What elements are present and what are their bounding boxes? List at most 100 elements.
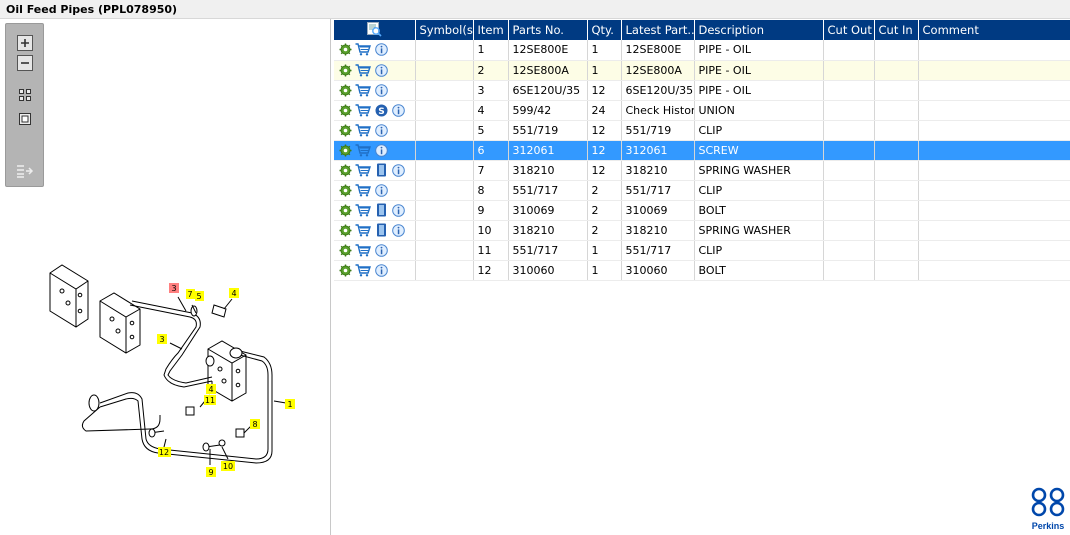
cell-description: BOLT xyxy=(694,200,824,221)
cell-part-no: 599/42 xyxy=(508,100,588,121)
info-icon[interactable] xyxy=(374,143,388,157)
table-row[interactable]: 10 318210 2 318210 SPRING WASHER xyxy=(334,220,1070,241)
cell-comment xyxy=(918,180,1070,201)
gear-icon[interactable] xyxy=(338,263,352,277)
manifold-block-1 xyxy=(49,264,89,328)
cart-icon[interactable] xyxy=(355,223,371,237)
cart-icon[interactable] xyxy=(355,163,371,177)
gear-icon[interactable] xyxy=(338,123,352,137)
header-comment[interactable]: Comment xyxy=(918,20,1070,40)
row-actions xyxy=(334,240,416,261)
gear-icon[interactable] xyxy=(338,203,352,217)
zoom-out-icon[interactable] xyxy=(15,54,35,72)
cell-qty: 12 xyxy=(587,140,622,161)
cart-icon[interactable] xyxy=(355,263,371,277)
cart-icon[interactable] xyxy=(355,43,371,57)
cell-qty: 12 xyxy=(587,80,622,101)
cell-description: CLIP xyxy=(694,240,824,261)
table-row[interactable]: 1 12SE800E 1 12SE800E PIPE - OIL xyxy=(334,40,1070,61)
table-row[interactable]: 11 551/717 1 551/717 CLIP xyxy=(334,240,1070,261)
info-icon[interactable] xyxy=(374,263,388,277)
header-parts-no[interactable]: Parts No. xyxy=(508,20,588,40)
table-row[interactable]: 9 310069 2 310069 BOLT xyxy=(334,200,1070,221)
cell-cut-out xyxy=(823,60,875,81)
info-icon[interactable] xyxy=(391,103,405,117)
header-cut-in[interactable]: Cut In xyxy=(874,20,919,40)
cart-icon[interactable] xyxy=(355,63,371,77)
header-latest-part[interactable]: Latest Part... xyxy=(621,20,695,40)
fit-window-icon[interactable] xyxy=(15,110,35,128)
exploded-diagram[interactable]: 1 3 3 7 5 4 4 11 8 12 9 10 xyxy=(0,19,331,535)
header-qty[interactable]: Qty. xyxy=(587,20,622,40)
cell-latest-part: 312061 xyxy=(621,140,695,161)
cart-icon[interactable] xyxy=(355,243,371,257)
cell-symbols xyxy=(415,60,474,81)
info-icon[interactable] xyxy=(391,203,405,217)
info-icon[interactable] xyxy=(374,123,388,137)
cell-comment xyxy=(918,240,1070,261)
supersession-icon[interactable]: S xyxy=(374,103,388,117)
callout-3-red xyxy=(169,283,179,293)
cart-icon[interactable] xyxy=(355,143,371,157)
gear-icon[interactable] xyxy=(338,103,352,117)
pipe-2 xyxy=(81,406,161,432)
zoom-in-icon[interactable] xyxy=(15,34,35,52)
cell-cut-out xyxy=(823,120,875,141)
header-symbols[interactable]: Symbol(s) xyxy=(415,20,474,40)
cell-part-no: 318210 xyxy=(508,220,588,241)
gear-icon[interactable] xyxy=(338,243,352,257)
header-item[interactable]: Item xyxy=(473,20,509,40)
manual-book-icon[interactable] xyxy=(374,163,388,177)
cart-icon[interactable] xyxy=(355,103,371,117)
cart-icon[interactable] xyxy=(355,183,371,197)
cell-item: 8 xyxy=(473,180,509,201)
row-actions xyxy=(334,200,416,221)
cell-cut-in xyxy=(874,40,919,61)
gear-icon[interactable] xyxy=(338,43,352,57)
fit-all-icon[interactable] xyxy=(15,86,35,104)
table-row[interactable]: 5 551/719 12 551/719 CLIP xyxy=(334,120,1070,141)
cell-latest-part: 551/717 xyxy=(621,180,695,201)
info-icon[interactable] xyxy=(374,183,388,197)
manual-book-icon[interactable] xyxy=(374,203,388,217)
callout-7 xyxy=(186,289,195,299)
info-icon[interactable] xyxy=(374,83,388,97)
table-row[interactable]: 6 312061 12 312061 SCREW xyxy=(334,140,1070,161)
table-row[interactable]: 8 551/717 2 551/717 CLIP xyxy=(334,180,1070,201)
table-row[interactable]: 7 318210 12 318210 SPRING WASHER xyxy=(334,160,1070,181)
header-description[interactable]: Description xyxy=(694,20,824,40)
cart-icon[interactable] xyxy=(355,83,371,97)
gear-icon[interactable] xyxy=(338,83,352,97)
cell-part-no: 310060 xyxy=(508,260,588,281)
info-icon[interactable] xyxy=(374,43,388,57)
cell-cut-in xyxy=(874,220,919,241)
manual-book-icon[interactable] xyxy=(374,223,388,237)
callout-4-top xyxy=(229,288,239,298)
info-icon[interactable] xyxy=(374,243,388,257)
gear-icon[interactable] xyxy=(338,63,352,77)
gear-icon[interactable] xyxy=(338,223,352,237)
gear-icon[interactable] xyxy=(338,183,352,197)
info-icon[interactable] xyxy=(391,223,405,237)
cell-comment xyxy=(918,140,1070,161)
list-export-icon[interactable] xyxy=(15,162,35,180)
cell-description: PIPE - OIL xyxy=(694,80,824,101)
cart-icon[interactable] xyxy=(355,123,371,137)
table-row[interactable]: 12 310060 1 310060 BOLT xyxy=(334,260,1070,281)
cell-cut-out xyxy=(823,40,875,61)
info-icon[interactable] xyxy=(374,63,388,77)
header-cut-out[interactable]: Cut Out xyxy=(823,20,875,40)
gear-icon[interactable] xyxy=(338,143,352,157)
info-icon[interactable] xyxy=(391,163,405,177)
table-row[interactable]: 2 12SE800A 1 12SE800A PIPE - OIL xyxy=(334,60,1070,81)
row-actions xyxy=(334,220,416,241)
find-parts-icon[interactable] xyxy=(366,21,382,40)
table-row[interactable]: 3 6SE120U/35 12 6SE120U/35 PIPE - OIL xyxy=(334,80,1070,101)
cell-comment xyxy=(918,160,1070,181)
svg-text:4: 4 xyxy=(208,385,213,394)
cell-symbols xyxy=(415,180,474,201)
header-search[interactable] xyxy=(334,20,416,40)
gear-icon[interactable] xyxy=(338,163,352,177)
cart-icon[interactable] xyxy=(355,203,371,217)
